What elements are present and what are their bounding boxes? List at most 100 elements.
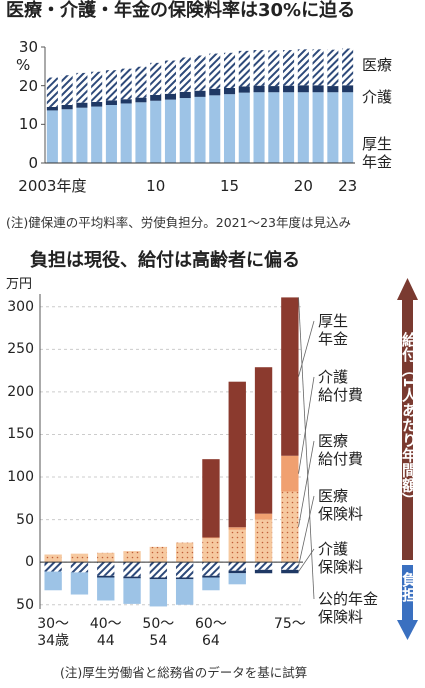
bar-segment	[123, 578, 141, 604]
bar-segment	[175, 542, 194, 563]
bar-segment	[268, 50, 280, 87]
bar-segment	[135, 102, 147, 163]
benefit-label: 給付（1人あたり年間額）	[400, 332, 418, 508]
legend-label: 公的年金 保険料	[318, 590, 379, 626]
bar-segment	[123, 576, 141, 579]
bar-segment	[164, 93, 177, 100]
bar-segment	[202, 577, 220, 591]
bar-segment	[202, 537, 220, 539]
bar-segment	[209, 95, 221, 163]
bar-segment	[253, 50, 265, 86]
bar-segment	[149, 562, 168, 578]
bar-segment	[175, 577, 194, 580]
bar-segment	[238, 50, 250, 87]
y-unit: %	[16, 56, 31, 74]
bar-segment	[254, 519, 273, 563]
legend-label: 医療 給付費	[318, 432, 364, 468]
x-tick-label: 40～ 44	[89, 616, 122, 649]
y-tick-label: 30	[18, 38, 38, 56]
y-tick-label: 100	[7, 469, 34, 486]
y-tick-label: 50	[16, 596, 34, 613]
bar-segment	[149, 579, 168, 607]
bar-segment	[175, 579, 194, 605]
bar-segment	[297, 85, 309, 93]
bar-segment	[253, 92, 265, 163]
bar-segment	[342, 92, 354, 163]
bar-segment	[149, 546, 168, 563]
bar-segment	[202, 562, 220, 576]
bar-segment	[283, 50, 295, 86]
bar-segment	[254, 367, 273, 514]
bar-segment	[105, 70, 117, 101]
leader-line	[298, 376, 315, 474]
bar-segment	[164, 60, 177, 94]
bar-segment	[342, 48, 354, 86]
legend-label: 厚生 年金	[318, 312, 349, 348]
bar-segment	[91, 71, 103, 102]
x-tick-label: 10	[146, 177, 166, 195]
bar-segment	[312, 85, 324, 93]
bar-segment	[228, 527, 246, 530]
bar-segment	[228, 570, 246, 574]
bar-segment	[105, 105, 117, 163]
bar-segment	[150, 100, 162, 163]
bar-segment	[76, 107, 88, 163]
bar-segment	[327, 92, 339, 163]
leader-line	[298, 297, 315, 600]
bar-segment	[123, 562, 141, 577]
benefit-arrow	[397, 278, 418, 560]
leader-line	[298, 320, 315, 377]
chart-title: 医療・介護・年金の保険料率は30%に迫る	[6, 0, 356, 21]
burden-label: 負担	[400, 572, 418, 602]
bar-segment	[44, 571, 62, 591]
bar-segment	[76, 102, 88, 108]
bar-segment	[228, 381, 246, 528]
leader-line	[298, 440, 315, 527]
bar-segment	[194, 96, 206, 163]
bar-segment	[61, 109, 73, 163]
bar-segment	[228, 562, 246, 571]
bar-segment	[120, 68, 132, 100]
bar-segment	[297, 49, 309, 86]
bar-segment	[342, 85, 354, 93]
bar-segment	[254, 562, 273, 570]
bar-segment	[46, 106, 58, 111]
bar-segment	[238, 86, 250, 93]
bar-segment	[44, 554, 62, 563]
bar-segment	[123, 551, 141, 563]
bar-segment	[312, 92, 324, 163]
bar-segment	[297, 92, 309, 163]
bar-segment	[150, 62, 162, 95]
y-tick-label: 300	[7, 298, 34, 315]
bar-segment	[61, 75, 73, 105]
legend-label: 医療	[362, 56, 393, 74]
bar-segment	[91, 106, 103, 163]
bar-segment	[209, 88, 221, 96]
bar-segment	[179, 98, 191, 163]
bar-segment	[179, 91, 191, 99]
y-tick-label: 50	[16, 511, 34, 528]
bar-segment	[46, 110, 58, 163]
x-tick-label: 60～ 64	[195, 616, 227, 649]
y-tick-label: 200	[7, 383, 34, 400]
note: (注)厚生労働省と総務省のデータを基に試算	[60, 665, 308, 680]
legend-label: 介護 保険料	[318, 540, 364, 576]
bar-segment	[70, 562, 89, 573]
burden-arrow	[397, 565, 418, 640]
x-tick-label: 20	[293, 177, 313, 195]
bar-segment	[97, 577, 115, 601]
legend-label: 医療 保険料	[318, 487, 364, 523]
legend-label: 介護	[362, 88, 393, 106]
legend-label: 介護 給付費	[318, 368, 364, 404]
bar-segment	[150, 94, 162, 101]
bar-segment	[202, 459, 220, 538]
bar-segment	[175, 562, 194, 578]
y-tick-label: 150	[7, 426, 34, 443]
bar-segment	[327, 49, 339, 87]
bar-segment	[70, 572, 89, 595]
x-tick-label: 15	[219, 177, 240, 195]
bar-segment	[238, 92, 250, 163]
bar-segment	[281, 455, 299, 492]
bar-segment	[97, 562, 115, 576]
